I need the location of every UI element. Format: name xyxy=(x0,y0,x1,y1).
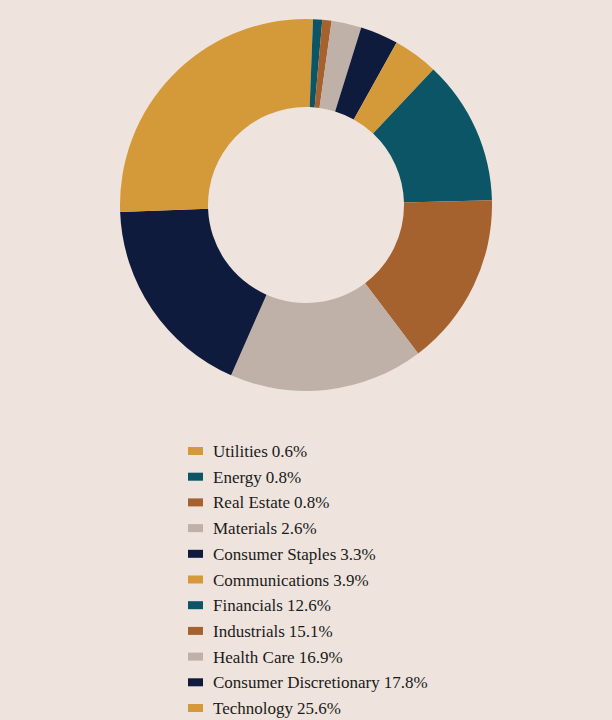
donut xyxy=(120,19,492,391)
slice xyxy=(120,209,266,376)
legend-value: 25.6% xyxy=(297,699,341,718)
legend-swatch xyxy=(188,550,203,558)
legend-entry: Materials2.6% xyxy=(213,519,317,538)
legend-label: Consumer Staples xyxy=(213,545,336,564)
legend-entry: Real Estate0.8% xyxy=(213,493,329,512)
legend-swatch xyxy=(188,524,203,532)
legend-label: Materials xyxy=(213,519,277,538)
legend-value: 17.8% xyxy=(384,673,428,692)
legend-value: 0.8% xyxy=(294,493,329,512)
legend-label: Communications xyxy=(213,571,329,590)
legend-swatch xyxy=(188,447,203,455)
legend-label: Utilities xyxy=(213,442,268,461)
legend-swatch xyxy=(188,627,203,635)
legend-value: 3.9% xyxy=(333,571,368,590)
legend-swatch xyxy=(188,576,203,584)
legend-entry: Communications3.9% xyxy=(213,571,369,590)
legend-value: 15.1% xyxy=(289,622,333,641)
legend-value: 12.6% xyxy=(287,596,331,615)
legend-swatch xyxy=(188,704,203,712)
legend-swatch xyxy=(188,601,203,609)
legend-value: 16.9% xyxy=(299,648,343,667)
legend-swatch xyxy=(188,498,203,506)
legend-entry: Technology25.6% xyxy=(213,699,341,718)
legend-value: 0.6% xyxy=(272,442,307,461)
legend-label: Health Care xyxy=(213,648,295,667)
legend-value: 0.8% xyxy=(266,468,301,487)
legend-entry: Utilities0.6% xyxy=(213,442,307,461)
legend-swatch xyxy=(188,473,203,481)
legend-entry: Consumer Discretionary17.8% xyxy=(213,673,428,692)
legend-entry: Industrials15.1% xyxy=(213,622,333,641)
legend-entry: Health Care16.9% xyxy=(213,648,343,667)
legend-label: Consumer Discretionary xyxy=(213,673,380,692)
legend-value: 3.3% xyxy=(340,545,375,564)
legend-entry: Energy0.8% xyxy=(213,468,301,487)
legend-label: Financials xyxy=(213,596,283,615)
legend-entry: Financials12.6% xyxy=(213,596,331,615)
legend-value: 2.6% xyxy=(281,519,316,538)
legend-label: Energy xyxy=(213,468,262,487)
legend-swatch xyxy=(188,678,203,686)
slice xyxy=(120,19,306,212)
legend-label: Real Estate xyxy=(213,493,290,512)
chart: Utilities0.6%Energy0.8%Real Estate0.8%Ma… xyxy=(0,0,612,720)
legend-entry: Consumer Staples3.3% xyxy=(213,545,376,564)
legend-label: Technology xyxy=(213,699,294,718)
legend-swatch xyxy=(188,653,203,661)
slice xyxy=(373,69,492,202)
legend: Utilities0.6%Energy0.8%Real Estate0.8%Ma… xyxy=(188,442,428,718)
legend-label: Industrials xyxy=(213,622,285,641)
